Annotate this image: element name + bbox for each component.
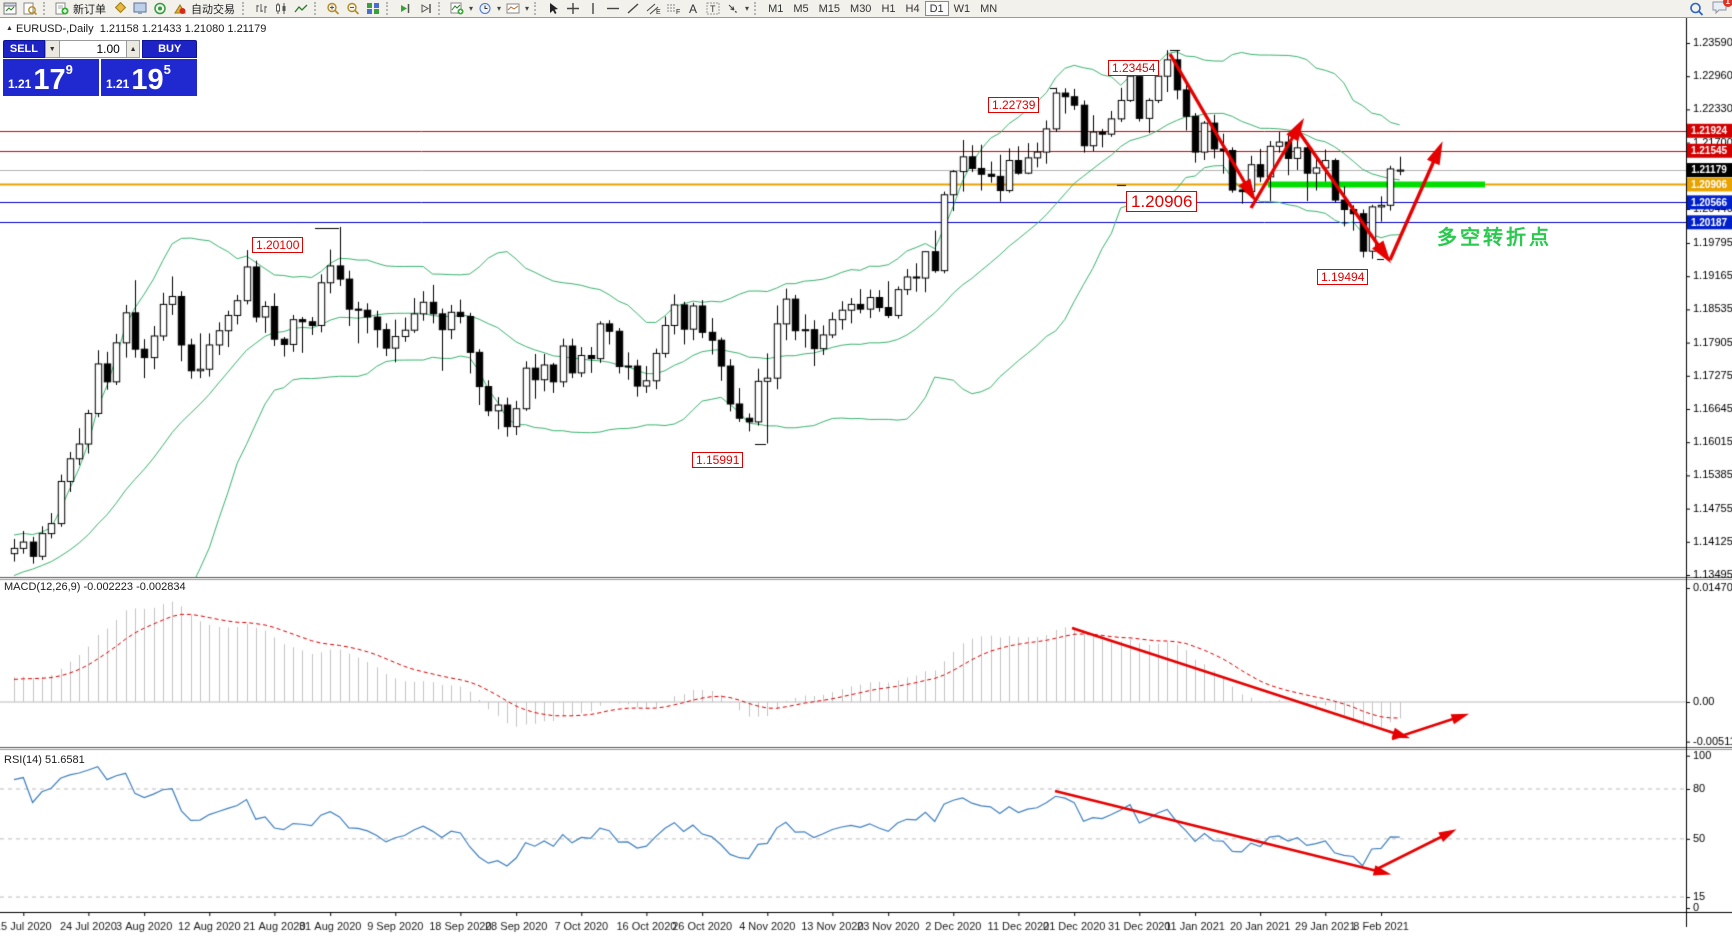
vertical-line-icon[interactable]	[583, 1, 603, 16]
template-icon[interactable]	[503, 1, 523, 16]
tab-timeframe-m1[interactable]: M1	[768, 2, 784, 15]
chart-shift-icon[interactable]	[415, 1, 435, 16]
indicators-icon[interactable]	[447, 1, 467, 16]
ask-price-prefix: 1.21	[106, 77, 130, 91]
equidistant-channel-icon[interactable]: E	[643, 1, 663, 16]
chart-title: ▲ EURUSD-,Daily 1.21158 1.21433 1.21080 …	[6, 23, 266, 35]
buy-button[interactable]: BUY	[142, 40, 197, 58]
volume-increase-button[interactable]: ▲	[125, 40, 141, 58]
one-click-trading-panel: SELL ▼ 1.00 ▲ BUY 1.21 17 9 1.21 19 5	[3, 40, 197, 96]
chart-canvas[interactable]	[0, 18, 1732, 945]
ask-price-pip: 5	[163, 62, 171, 77]
price-callout-120100[interactable]: 1.20100	[252, 237, 304, 253]
channel-e-glyph: E	[656, 9, 661, 15]
toolbar-separator	[754, 2, 759, 15]
crosshair-icon[interactable]	[563, 1, 583, 16]
text-label-icon[interactable]: T	[703, 1, 723, 16]
sell-button[interactable]: SELL	[3, 40, 45, 58]
search-icon[interactable]	[1686, 1, 1706, 16]
indicators-dropdown-icon[interactable]: ▾	[469, 4, 474, 13]
volume-decrease-button[interactable]: ▼	[44, 40, 60, 58]
signals-icon[interactable]	[150, 1, 170, 16]
bid-price-prefix: 1.21	[8, 77, 32, 91]
toolbar-separator	[438, 2, 443, 15]
toolbar-separator	[43, 2, 48, 15]
bid-price-main: 17	[33, 64, 66, 96]
ask-price-tile[interactable]: 1.21 19 5	[101, 59, 197, 96]
tab-timeframe-m15[interactable]: M15	[818, 2, 841, 15]
tab-timeframe-h4[interactable]: H4	[905, 2, 920, 15]
period-dropdown-icon[interactable]: ▾	[497, 4, 502, 13]
chart-window: ▲ EURUSD-,Daily 1.21158 1.21433 1.21080 …	[0, 18, 1732, 945]
toolbar-separator	[314, 2, 319, 15]
volume-input[interactable]: 1.00	[59, 40, 126, 58]
tab-timeframe-mn[interactable]: MN	[980, 2, 998, 15]
toolbar-separator	[242, 2, 247, 15]
autotrade-icon[interactable]	[170, 1, 190, 16]
tab-timeframe-w1[interactable]: W1	[953, 2, 971, 15]
price-callout-120906[interactable]: 1.20906	[1126, 191, 1198, 212]
price-callout-115991[interactable]: 1.15991	[692, 452, 744, 468]
chat-icon[interactable]: 1	[1712, 0, 1732, 17]
tab-timeframe-m5[interactable]: M5	[793, 2, 809, 15]
svg-text:T: T	[710, 4, 716, 14]
bid-price-tile[interactable]: 1.21 17 9	[3, 59, 99, 96]
tab-timeframe-h1[interactable]: H1	[881, 2, 896, 15]
price-callout-119494[interactable]: 1.19494	[1317, 269, 1369, 285]
zoom-out-icon[interactable]	[343, 1, 363, 16]
market-watch-icon[interactable]	[110, 1, 130, 16]
tile-windows-icon[interactable]	[363, 1, 383, 16]
horizontal-line-icon[interactable]	[603, 1, 623, 16]
turning-point-annotation[interactable]: 多空转折点	[1437, 227, 1552, 249]
chart-window-icon[interactable]	[0, 1, 20, 16]
trendline-icon[interactable]	[623, 1, 643, 16]
new-order-label[interactable]: 新订单	[73, 3, 106, 16]
cursor-icon[interactable]	[543, 1, 563, 16]
ohlc-readout: 1.21158 1.21433 1.21080 1.21179	[99, 23, 267, 35]
rsi-indicator-label: RSI(14) 51.6581	[4, 754, 85, 766]
new-order-icon[interactable]	[52, 1, 72, 16]
arrows-tool-icon[interactable]	[723, 1, 743, 16]
data-window-icon[interactable]	[20, 1, 40, 16]
price-callout-122739[interactable]: 1.22739	[988, 97, 1040, 113]
zoom-in-icon[interactable]	[323, 1, 343, 16]
macd-indicator-label: MACD(12,26,9) -0.002223 -0.002834	[4, 581, 186, 593]
tab-timeframe-d1[interactable]: D1	[924, 1, 949, 16]
tab-timeframe-m30[interactable]: M30	[850, 2, 872, 15]
price-callout-123454[interactable]: 1.23454	[1108, 60, 1160, 76]
symbol-period-label: EURUSD-,Daily	[16, 23, 94, 35]
notification-badge: 1	[1722, 0, 1732, 7]
period-clock-icon[interactable]	[475, 1, 495, 16]
line-chart-icon[interactable]	[291, 1, 311, 16]
toolbar-separator	[386, 2, 391, 15]
auto-scroll-icon[interactable]	[395, 1, 415, 16]
candlestick-icon[interactable]	[271, 1, 291, 16]
text-tool-icon[interactable]: A	[689, 1, 698, 16]
template-dropdown-icon[interactable]: ▾	[525, 4, 530, 13]
bid-price-pip: 9	[65, 62, 73, 77]
fibo-f-glyph: F	[676, 9, 680, 15]
main-toolbar: 新订单 自动交易 ▾ ▾ ▾ E F A T ▾ M1 M5 M15 M30 H…	[0, 0, 1732, 18]
toolbar-separator	[534, 2, 539, 15]
bar-chart-icon[interactable]	[251, 1, 271, 16]
expand-arrow-icon[interactable]: ▲	[6, 25, 13, 32]
ask-price-main: 19	[131, 64, 164, 96]
autotrade-label[interactable]: 自动交易	[191, 3, 235, 16]
arrows-dropdown-icon[interactable]: ▾	[745, 4, 750, 13]
terminal-icon[interactable]	[130, 1, 150, 16]
fibonacci-icon[interactable]: F	[663, 1, 683, 16]
